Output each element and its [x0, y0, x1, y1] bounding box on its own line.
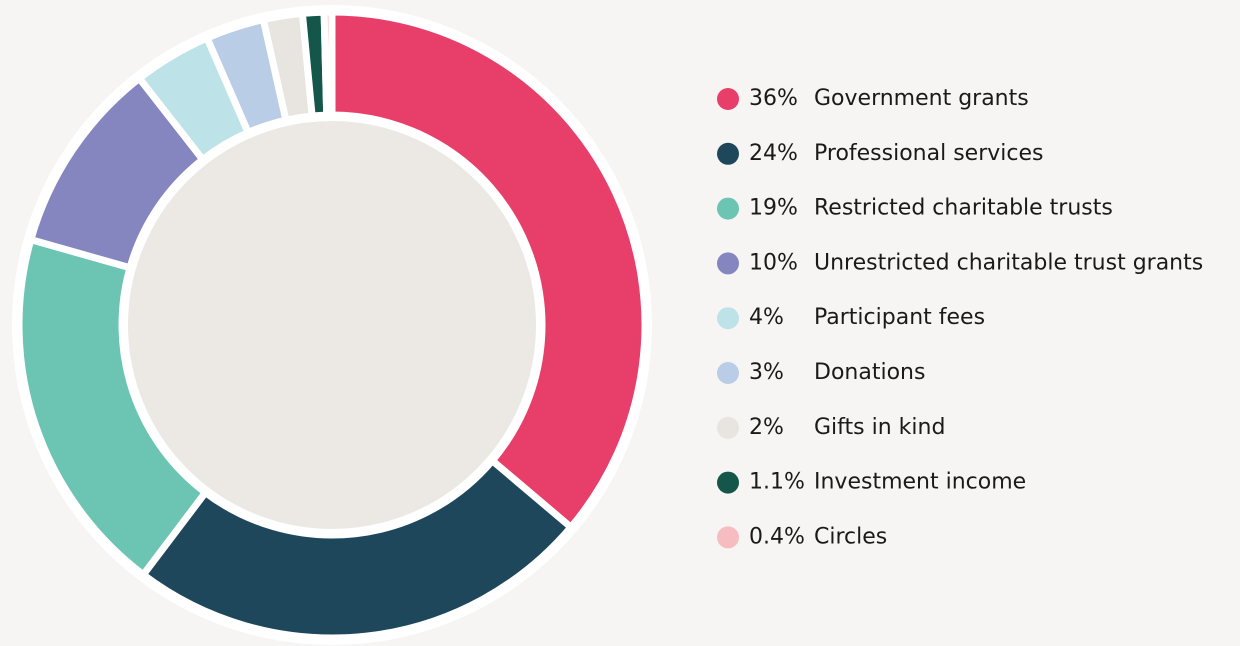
- legend-swatch: [717, 142, 739, 165]
- legend-value: 3%: [749, 360, 784, 385]
- legend-label: Government grants: [814, 86, 1029, 111]
- legend-label: Participant fees: [814, 305, 985, 330]
- legend-value: 0.4%: [749, 524, 805, 549]
- legend-swatch: [717, 197, 739, 220]
- legend-swatch: [717, 307, 739, 330]
- legend-value: 19%: [749, 196, 798, 221]
- legend-swatch: [717, 362, 739, 384]
- legend-value: 36%: [749, 86, 798, 111]
- legend-value: 4%: [749, 305, 784, 330]
- legend-value: 24%: [749, 141, 798, 166]
- legend-label: Donations: [814, 360, 925, 385]
- donut-segment: [138, 455, 576, 642]
- legend-label: Professional services: [814, 141, 1043, 166]
- legend-value: 1.1%: [749, 470, 805, 495]
- legend-swatch: [717, 526, 739, 549]
- legend-value: 2%: [749, 415, 784, 440]
- legend-label: Gifts in kind: [814, 415, 945, 440]
- legend-label: Circles: [814, 524, 887, 549]
- donut-segment: [320, 8, 336, 119]
- legend-label: Unrestricted charitable trust grants: [814, 250, 1203, 275]
- legend-value: 10%: [749, 250, 798, 275]
- legend-swatch: [717, 88, 739, 110]
- legend-label: Restricted charitable trusts: [814, 196, 1113, 221]
- legend-swatch: [717, 471, 739, 494]
- legend-swatch: [717, 252, 739, 275]
- legend-label: Investment income: [814, 470, 1026, 495]
- legend-swatch: [717, 416, 739, 439]
- donut-center: [122, 115, 542, 535]
